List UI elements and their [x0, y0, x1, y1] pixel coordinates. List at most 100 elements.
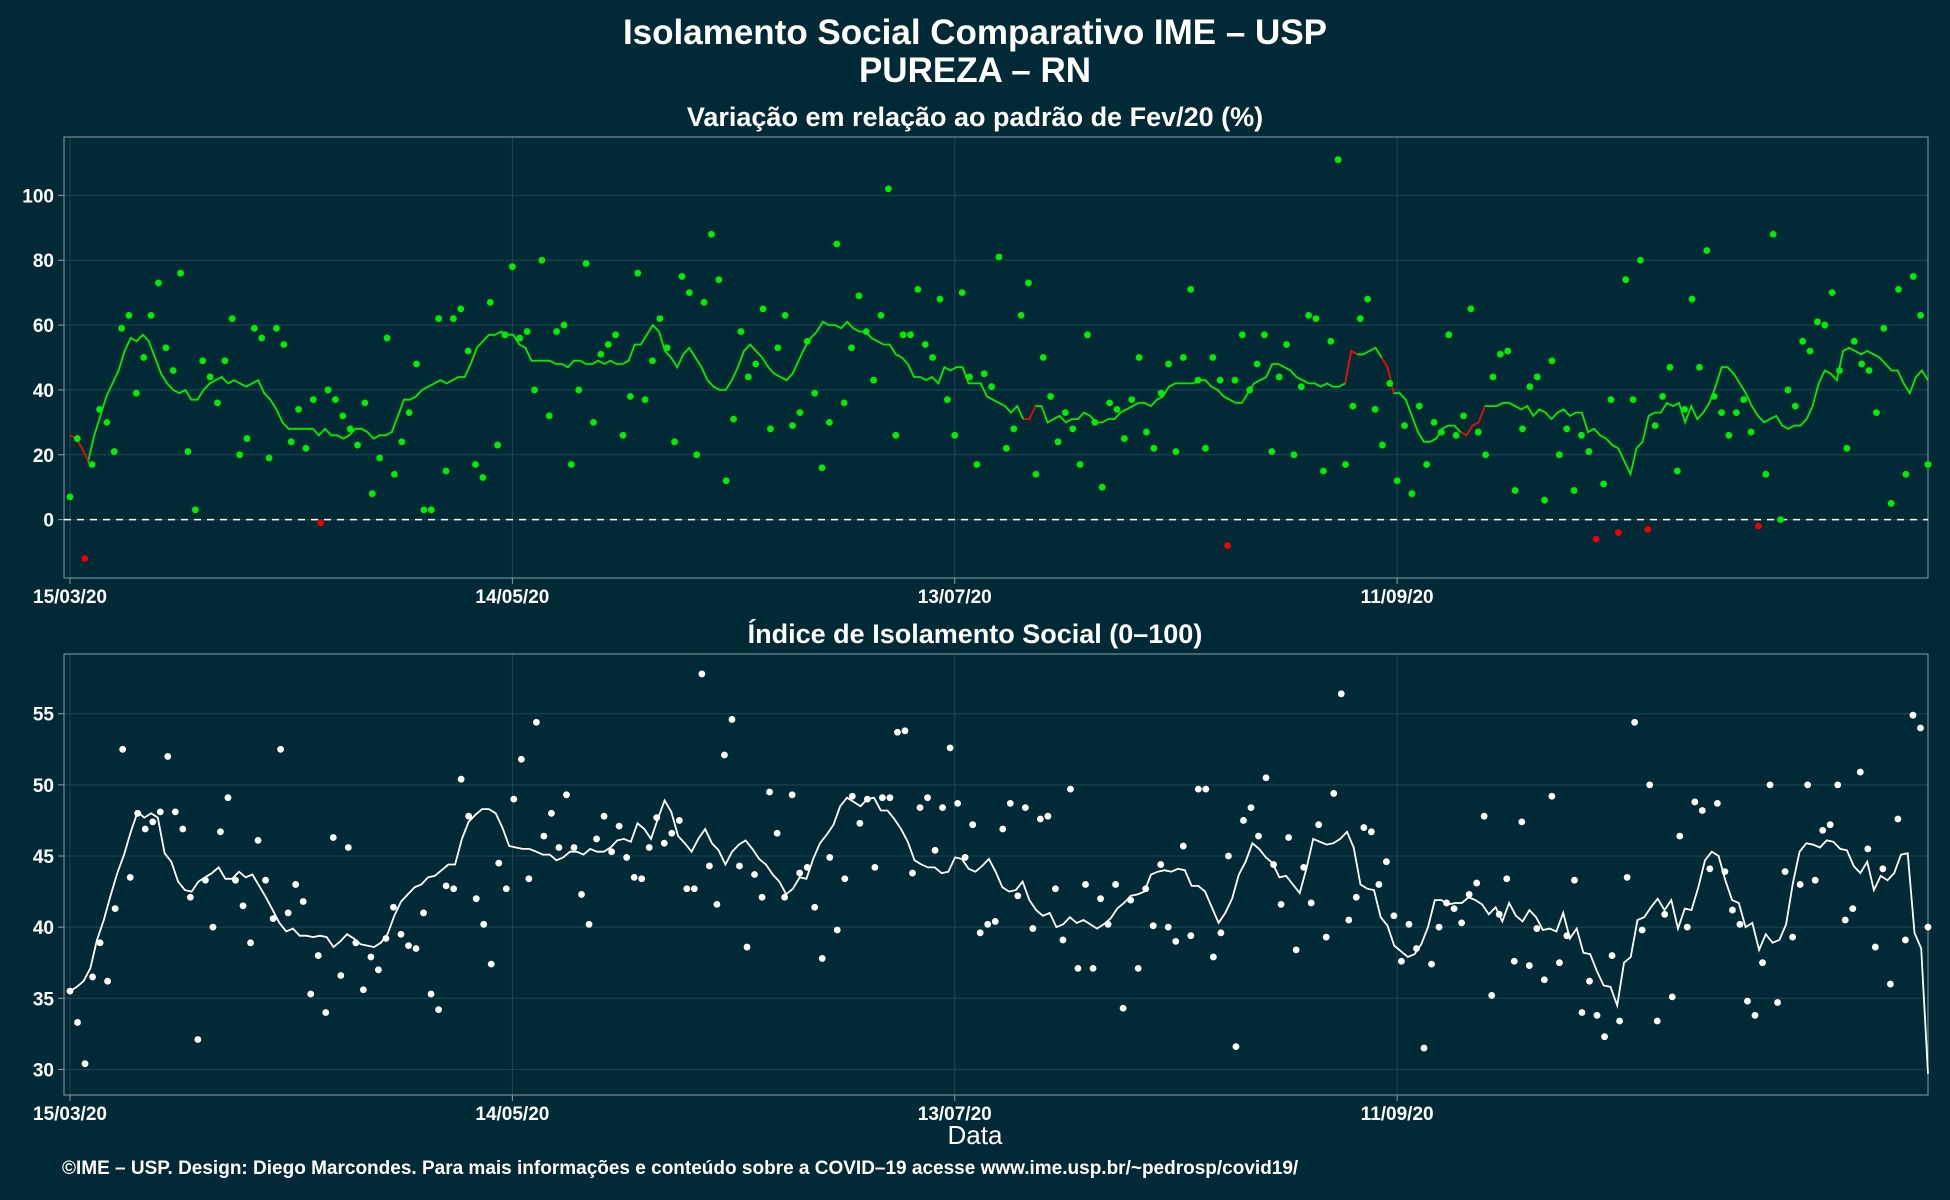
panel2-data-point — [1856, 768, 1864, 776]
panel2-data-point — [766, 788, 773, 796]
panel2-data-point — [1518, 818, 1526, 826]
panel2-data-point — [292, 881, 300, 888]
panel1-data-point — [1231, 376, 1239, 384]
panel2-data-point — [773, 829, 781, 837]
panel1-data-point — [929, 354, 937, 361]
panel2-data-point — [1548, 792, 1556, 800]
panel2-data-point — [1367, 828, 1375, 836]
panel2-data-point — [848, 792, 856, 800]
panel1-data-point — [1098, 483, 1106, 491]
panel1-data-point — [1386, 380, 1394, 387]
panel2-data-point — [427, 990, 435, 998]
panel1-data-point — [177, 269, 184, 277]
panel2-data-point — [1864, 845, 1872, 853]
panel1-data-point — [435, 315, 443, 322]
panel2-data-point — [1006, 799, 1014, 807]
panel1-data-point — [501, 331, 509, 339]
panel1-data-point — [1681, 405, 1689, 413]
panel2-data-point — [1428, 960, 1435, 968]
panel1-y-tick-label: 40 — [33, 381, 54, 402]
panel1-data-point — [287, 438, 295, 446]
panel2-data-point — [532, 718, 540, 726]
panel1-data-point — [1371, 405, 1379, 413]
panel1-data-point — [1253, 360, 1261, 368]
panel1-data-point — [1246, 386, 1254, 394]
panel2-data-point — [1390, 912, 1398, 920]
panel2-data-point — [1849, 905, 1857, 913]
panel2-data-point — [465, 812, 473, 820]
panel2-data-point — [299, 898, 307, 905]
panel2-data-point — [1052, 885, 1059, 893]
panel2-data-point — [1300, 863, 1308, 871]
panel2-data-point — [277, 745, 285, 753]
panel1-data-point — [951, 431, 959, 439]
panel1-data-point — [1799, 337, 1807, 345]
panel1-data-point — [626, 393, 634, 400]
panel2-data-point — [1533, 925, 1541, 932]
panel2-data-point — [623, 854, 631, 861]
panel1-moving-average-negative-segment — [1023, 405, 1037, 421]
panel2-data-point — [668, 829, 676, 837]
panel1-x-tick-label: 15/03/20 — [33, 587, 107, 608]
panel1-data-point — [1511, 487, 1519, 494]
panel1-data-point — [162, 344, 170, 352]
panel1-data-point — [1777, 516, 1784, 524]
panel1-y-tick-label: 0 — [43, 511, 54, 532]
panel2-data-point — [179, 825, 187, 833]
panel2-data-point — [269, 915, 277, 922]
panel2-data-point — [615, 822, 623, 830]
panel1-data-point — [892, 431, 900, 439]
panel2-data-point — [156, 808, 164, 816]
panel2-data-point — [1157, 861, 1165, 868]
panel2-data-point — [1924, 923, 1932, 931]
panel1-data-point — [1445, 331, 1453, 339]
panel1-data-point — [1585, 448, 1593, 455]
panel1-data-point — [1725, 431, 1733, 439]
panel2-data-point — [683, 885, 691, 893]
panel2-data-point — [653, 814, 661, 821]
panel1-data-point — [449, 315, 457, 322]
panel2-data-point — [1398, 957, 1405, 965]
panel2-data-point — [1240, 817, 1247, 824]
panel1-data-point — [221, 357, 229, 365]
panel1-data-point — [1858, 360, 1866, 368]
panel1-data-point — [1806, 347, 1814, 355]
panel2-data-point — [1292, 946, 1300, 954]
panel2-data-point — [1202, 785, 1210, 793]
panel2-data-point — [1503, 875, 1511, 883]
panel2-data-point — [450, 885, 458, 893]
panel2-data-point — [495, 859, 503, 867]
panel1-data-point — [538, 256, 546, 264]
panel1-data-point — [191, 506, 199, 514]
panel2-data-point — [375, 966, 382, 974]
panel2-data-point — [1247, 804, 1255, 812]
panel1-data-point — [280, 341, 288, 348]
panel2-data-point — [1789, 933, 1796, 941]
panel2-data-point — [344, 844, 352, 851]
panel2-data-point — [1104, 920, 1112, 928]
panel2-data-point — [879, 794, 886, 802]
panel1-data-point — [1084, 331, 1091, 339]
panel2-data-point — [502, 885, 510, 893]
panel1-data-point — [545, 412, 553, 420]
panel2-data-point — [194, 1036, 202, 1043]
panel2-data-point — [1766, 781, 1774, 789]
panel2-data-point — [1586, 977, 1593, 985]
panel1-data-point — [1452, 431, 1460, 439]
panel1-data-point — [1047, 393, 1055, 400]
panel2-data-point — [66, 987, 74, 995]
panel1-data-point — [1334, 156, 1342, 164]
panel1-data-point — [413, 360, 420, 368]
panel1-moving-average-negative-segment — [1344, 349, 1358, 384]
panel2-data-point — [645, 844, 653, 851]
panel1-frame — [63, 136, 1929, 579]
panel1-data-point — [1496, 350, 1504, 358]
panel2-data-point — [171, 808, 179, 816]
panel2-data-point — [1277, 900, 1285, 908]
panel1-data-point — [1342, 461, 1349, 468]
panel1-moving-average-negative-segment — [1380, 357, 1395, 394]
panel2-data-point — [254, 836, 262, 844]
panel2-data-point — [540, 832, 548, 840]
panel2-data-point — [1886, 980, 1894, 988]
panel1-data-point — [236, 451, 243, 459]
